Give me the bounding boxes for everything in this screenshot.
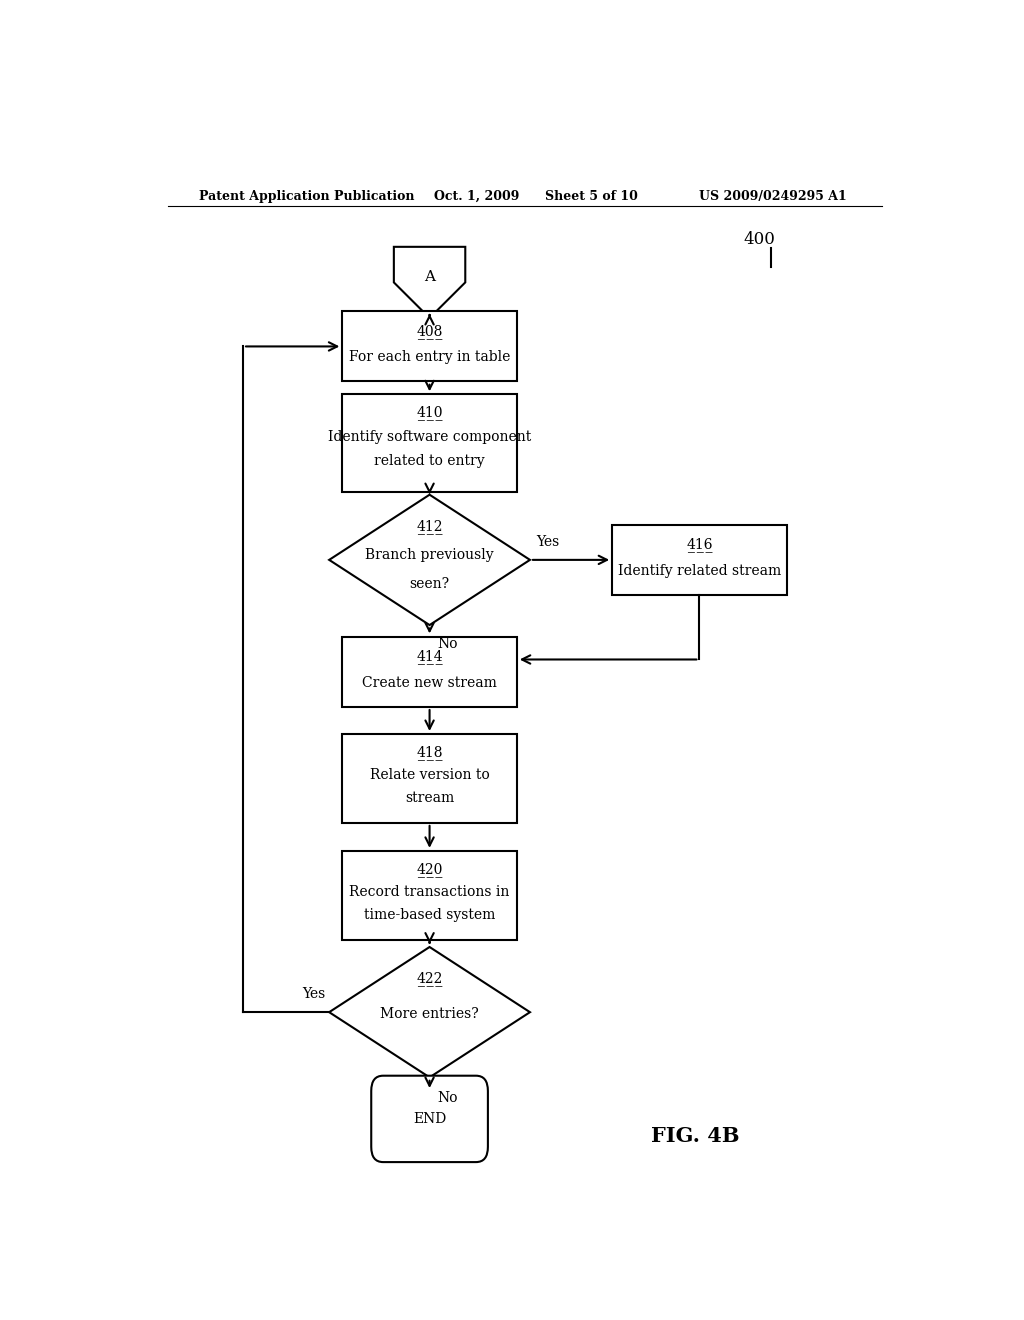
Text: For each entry in table: For each entry in table	[349, 350, 510, 364]
Text: Yes: Yes	[537, 535, 559, 549]
Text: 4̲1̲2̲: 4̲1̲2̲	[417, 519, 442, 533]
Text: 4̲1̲0̲: 4̲1̲0̲	[417, 405, 442, 420]
Text: A: A	[424, 271, 435, 284]
Text: Yes: Yes	[302, 987, 326, 1001]
Text: Create new stream: Create new stream	[362, 676, 497, 689]
Text: 4̲1̲6̲: 4̲1̲6̲	[686, 537, 713, 552]
Polygon shape	[329, 495, 530, 626]
Text: 4̲1̲8̲: 4̲1̲8̲	[417, 746, 442, 760]
Bar	[342, 734, 517, 822]
Text: Branch previously: Branch previously	[366, 548, 494, 562]
FancyBboxPatch shape	[372, 1076, 487, 1162]
Text: Record transactions in: Record transactions in	[349, 886, 510, 899]
Bar	[342, 312, 517, 381]
Text: Patent Application Publication: Patent Application Publication	[200, 190, 415, 202]
Text: FIG. 4B: FIG. 4B	[651, 1126, 739, 1146]
Polygon shape	[394, 247, 465, 318]
Text: More entries?: More entries?	[380, 1007, 479, 1022]
Text: Relate version to: Relate version to	[370, 768, 489, 783]
Text: Identify related stream: Identify related stream	[617, 564, 781, 578]
Text: time-based system: time-based system	[364, 908, 496, 921]
Text: seen?: seen?	[410, 577, 450, 591]
Text: 4̲1̲4̲: 4̲1̲4̲	[416, 649, 443, 664]
Text: 4̲0̲8̲: 4̲0̲8̲	[417, 323, 442, 339]
Text: No: No	[437, 636, 458, 651]
Text: US 2009/0249295 A1: US 2009/0249295 A1	[699, 190, 847, 202]
Text: Sheet 5 of 10: Sheet 5 of 10	[545, 190, 638, 202]
Text: No: No	[437, 1092, 458, 1105]
Bar	[612, 525, 786, 595]
Text: 400: 400	[743, 231, 775, 248]
Text: stream: stream	[404, 791, 455, 805]
Text: END: END	[413, 1111, 446, 1126]
Bar	[342, 395, 517, 492]
Text: 4̲2̲0̲: 4̲2̲0̲	[417, 862, 442, 876]
Bar	[342, 636, 517, 706]
Text: Oct. 1, 2009: Oct. 1, 2009	[433, 190, 519, 202]
Text: related to entry: related to entry	[374, 454, 485, 469]
Text: Identify software component: Identify software component	[328, 430, 531, 444]
Text: 4̲2̲2̲: 4̲2̲2̲	[417, 972, 442, 986]
Polygon shape	[329, 946, 530, 1077]
Bar	[342, 851, 517, 940]
